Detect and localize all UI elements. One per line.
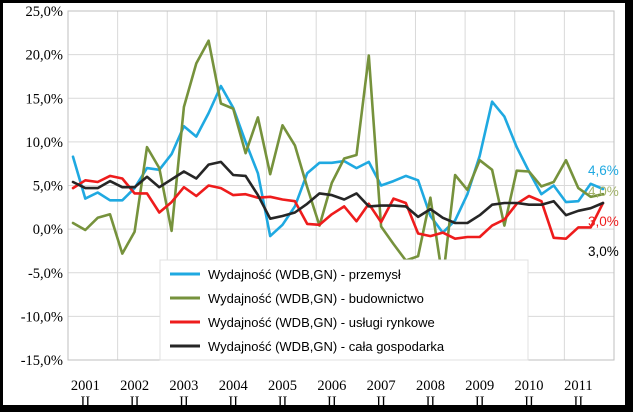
x-year-label: 2002 [120, 378, 149, 394]
series-line-uslugi [71, 174, 605, 240]
end-label-gospodarka: 3,0% [588, 244, 619, 259]
x-year-label: 2004 [219, 378, 249, 394]
end-labels: 4,6% 4,0% 3,0% 3,0% [588, 163, 619, 259]
legend-label-przemysl: Wydajność (WDB,GN) - przemysł [208, 267, 401, 282]
legend-box [159, 259, 529, 361]
y-tick-label: 0,0% [33, 222, 63, 238]
x-year-label: 2009 [465, 378, 494, 394]
x-quarter-label: II [130, 394, 140, 410]
end-label-budownictwo: 4,0% [588, 184, 619, 199]
x-year-label: 2011 [564, 378, 592, 394]
x-year-label: 2003 [169, 378, 198, 394]
x-quarter-label: II [327, 394, 337, 410]
x-year-label: 2008 [416, 378, 445, 394]
y-tick-label: 25,0% [26, 4, 63, 20]
x-quarter-label: II [524, 394, 534, 410]
legend: Wydajność (WDB,GN) - przemysł Wydajność (… [159, 259, 529, 361]
y-tick-label: 15,0% [26, 91, 63, 107]
series-lines [71, 39, 605, 282]
legend-label-gospodarka: Wydajność (WDB,GN) - cała gospodarka [208, 339, 445, 354]
x-quarter-label: II [278, 394, 288, 410]
x-quarter-label: II [179, 394, 189, 410]
series-line-przemysl [71, 84, 605, 238]
series-line-gospodarka [71, 160, 605, 225]
x-quarter-label: II [426, 394, 436, 410]
y-tick-label: -10,0% [21, 309, 63, 325]
x-quarter-label: II [228, 394, 238, 410]
end-label-uslugi: 3,0% [588, 214, 619, 229]
y-tick-label: 5,0% [33, 179, 63, 195]
x-quarter-label: II [376, 394, 386, 410]
legend-label-uslugi: Wydajność (WDB,GN) - usługi rynkowe [208, 315, 435, 330]
x-quarter-label: II [574, 394, 584, 410]
x-year-label: 2010 [515, 378, 544, 394]
x-quarter-label: II [80, 394, 90, 410]
x-year-label: 2007 [367, 378, 396, 394]
y-tick-label: -5,0% [28, 266, 63, 282]
y-tick-label: -15,0% [21, 353, 63, 369]
y-tick-label: 10,0% [26, 135, 63, 151]
y-tick-label: 20,0% [26, 48, 63, 64]
y-axis-ticks: 25,0% 20,0% 15,0% 10,0% 5,0% 0,0% -5,0% -10,0% -… [21, 4, 63, 369]
end-label-przemysl: 4,6% [588, 163, 619, 178]
x-year-label: 2006 [317, 378, 346, 394]
series-line-budownictwo [71, 39, 605, 282]
x-year-label: 2005 [268, 378, 297, 394]
legend-label-budownictwo: Wydajność (WDB,GN) - budownictwo [208, 291, 424, 306]
x-axis: 2001II2002II2003II2004II2005II2006II2007… [71, 378, 593, 410]
x-quarter-label: II [475, 394, 485, 410]
x-year-label: 2001 [71, 378, 100, 394]
